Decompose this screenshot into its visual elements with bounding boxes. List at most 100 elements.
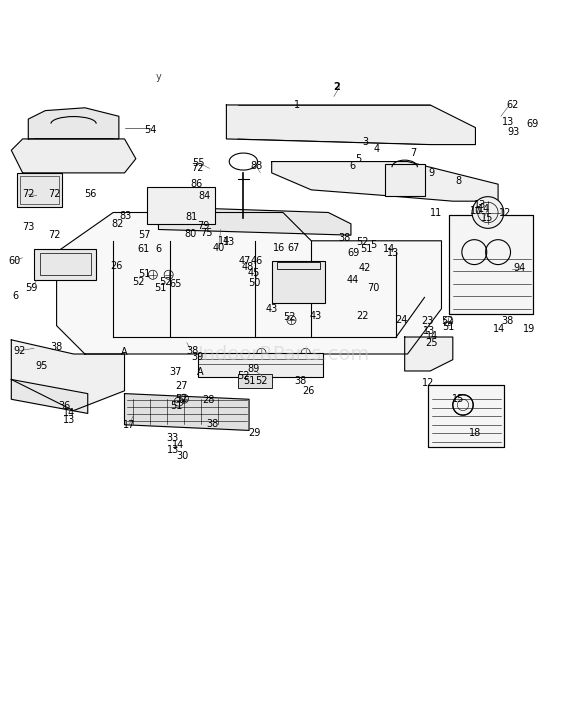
Text: 51: 51	[361, 244, 373, 253]
Text: 13: 13	[423, 326, 435, 336]
Polygon shape	[405, 337, 453, 371]
Text: 56: 56	[84, 189, 97, 200]
Text: 38: 38	[501, 316, 514, 326]
Bar	[449, 215, 533, 314]
Text: 13: 13	[63, 415, 75, 425]
Bar	[34, 249, 96, 280]
Text: 46: 46	[250, 256, 263, 266]
Polygon shape	[125, 394, 249, 430]
Text: 81: 81	[186, 212, 198, 222]
Text: 15: 15	[481, 213, 493, 223]
Text: 6: 6	[12, 291, 18, 301]
Text: 69: 69	[526, 119, 538, 129]
Polygon shape	[28, 108, 119, 139]
Text: 80: 80	[184, 229, 196, 239]
Text: 10: 10	[470, 206, 483, 216]
Text: 23: 23	[422, 316, 434, 326]
Text: 38: 38	[186, 346, 199, 355]
Text: 52: 52	[356, 237, 368, 248]
Text: 11: 11	[430, 207, 442, 217]
Text: 51: 51	[243, 376, 255, 386]
Text: 9: 9	[428, 168, 434, 178]
Text: 89: 89	[247, 364, 260, 374]
Bar	[272, 261, 325, 303]
Polygon shape	[226, 105, 475, 144]
Bar	[40, 253, 91, 275]
Text: 65: 65	[170, 279, 182, 289]
Text: 13: 13	[387, 249, 400, 258]
Text: 14: 14	[478, 203, 491, 214]
Text: 59: 59	[25, 282, 37, 293]
Text: 30: 30	[176, 451, 188, 461]
Text: 55: 55	[192, 159, 204, 169]
Text: 38: 38	[207, 419, 219, 429]
Text: 48: 48	[242, 263, 254, 273]
Text: 26: 26	[110, 261, 123, 271]
Polygon shape	[57, 212, 441, 354]
Text: 14: 14	[493, 324, 505, 333]
Bar	[428, 385, 504, 447]
Text: 13: 13	[166, 445, 179, 455]
Bar	[147, 187, 215, 224]
Text: 52: 52	[237, 370, 250, 380]
Text: 92: 92	[14, 346, 26, 355]
Text: 25: 25	[425, 338, 438, 348]
Text: 17: 17	[123, 420, 135, 430]
Text: 42: 42	[358, 263, 371, 273]
Text: 72: 72	[22, 189, 35, 200]
Text: 8: 8	[456, 176, 461, 185]
Text: 50: 50	[248, 278, 261, 288]
Text: 27: 27	[175, 382, 188, 392]
Text: 82: 82	[112, 219, 124, 229]
Text: 19: 19	[522, 324, 535, 333]
Text: 72: 72	[49, 189, 61, 200]
Bar	[428, 385, 504, 447]
Text: 22: 22	[356, 311, 368, 321]
Text: 14: 14	[426, 331, 438, 341]
Text: 72: 72	[49, 230, 61, 240]
Text: 52: 52	[284, 312, 296, 321]
Polygon shape	[11, 379, 88, 413]
Bar	[20, 176, 59, 204]
Text: 38: 38	[50, 342, 63, 352]
Text: 2: 2	[333, 82, 340, 92]
Text: 51: 51	[138, 269, 151, 279]
Text: 14: 14	[218, 236, 230, 246]
Text: A: A	[197, 367, 204, 377]
Bar	[277, 262, 320, 269]
Text: 95: 95	[35, 362, 48, 372]
Text: 61: 61	[137, 244, 149, 253]
Polygon shape	[11, 139, 136, 173]
Text: 3: 3	[362, 137, 368, 147]
Bar	[238, 374, 272, 388]
Text: 5: 5	[370, 240, 377, 250]
Text: 52: 52	[132, 277, 144, 287]
Text: 36: 36	[58, 401, 70, 411]
Text: 51: 51	[443, 322, 455, 332]
Text: 88: 88	[250, 161, 263, 171]
Text: 28: 28	[202, 395, 215, 406]
Text: 72: 72	[191, 164, 203, 173]
Text: 52: 52	[255, 376, 268, 386]
Text: 14: 14	[63, 408, 75, 418]
Text: 51: 51	[170, 401, 183, 411]
Text: 43: 43	[265, 304, 278, 314]
Text: 44: 44	[347, 275, 359, 285]
Text: 26: 26	[302, 386, 315, 396]
Text: 52: 52	[175, 394, 187, 404]
Text: 43: 43	[310, 311, 322, 321]
Text: 13: 13	[223, 237, 235, 248]
Text: y: y	[156, 72, 161, 81]
Text: 51: 51	[155, 282, 167, 293]
Text: 60: 60	[8, 256, 20, 266]
Text: 57: 57	[139, 230, 151, 240]
Text: 15: 15	[452, 394, 465, 404]
Text: 5: 5	[355, 154, 362, 164]
Text: 4: 4	[374, 144, 379, 154]
Text: 6: 6	[156, 244, 161, 253]
Text: 29: 29	[248, 428, 261, 438]
Text: A: A	[121, 347, 128, 357]
Text: 6: 6	[350, 161, 355, 171]
Text: 24: 24	[396, 315, 408, 325]
Polygon shape	[272, 161, 498, 201]
